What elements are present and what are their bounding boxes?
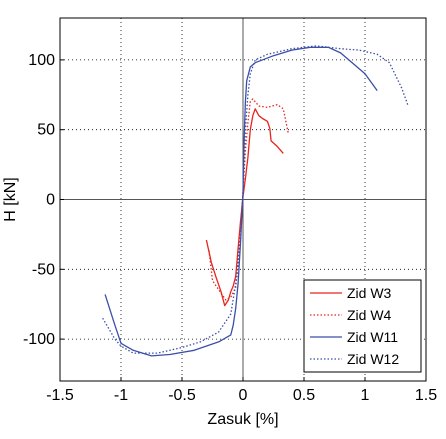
x-tick-label-0: -1.5 bbox=[46, 387, 74, 404]
series-layer bbox=[102, 45, 409, 357]
x-tick-label-4: 0.5 bbox=[293, 387, 315, 404]
x-tick-label-5: 1 bbox=[361, 387, 370, 404]
y-tick-label-3: 50 bbox=[37, 122, 55, 139]
legend-label-3: Zid W12 bbox=[347, 351, 399, 367]
y-tick-label-1: -50 bbox=[32, 261, 55, 278]
x-tick-label-1: -1 bbox=[114, 387, 128, 404]
x-tick-label-2: -0.5 bbox=[168, 387, 196, 404]
ticks: -1.5 -1 -0.5 0 0.5 1 1.5 -100 -50 0 50 100 bbox=[23, 52, 437, 404]
y-tick-label-2: 0 bbox=[46, 192, 55, 209]
legend-label-2: Zid W11 bbox=[347, 329, 398, 345]
x-tick-label-6: 1.5 bbox=[415, 387, 437, 404]
legend: Zid W3 Zid W4 Zid W11 Zid W12 bbox=[303, 279, 422, 373]
y-axis-label: H [kN] bbox=[2, 177, 19, 221]
series-line-3 bbox=[102, 45, 409, 354]
legend-label-1: Zid W4 bbox=[347, 307, 392, 323]
x-axis-label: Zasuk [%] bbox=[207, 411, 278, 428]
y-tick-label-4: 100 bbox=[28, 52, 55, 69]
y-tick-label-0: -100 bbox=[23, 331, 55, 348]
series-line-0 bbox=[205, 108, 284, 307]
x-tick-label-3: 0 bbox=[239, 387, 248, 404]
legend-box bbox=[303, 279, 422, 373]
legend-label-0: Zid W3 bbox=[347, 285, 392, 301]
